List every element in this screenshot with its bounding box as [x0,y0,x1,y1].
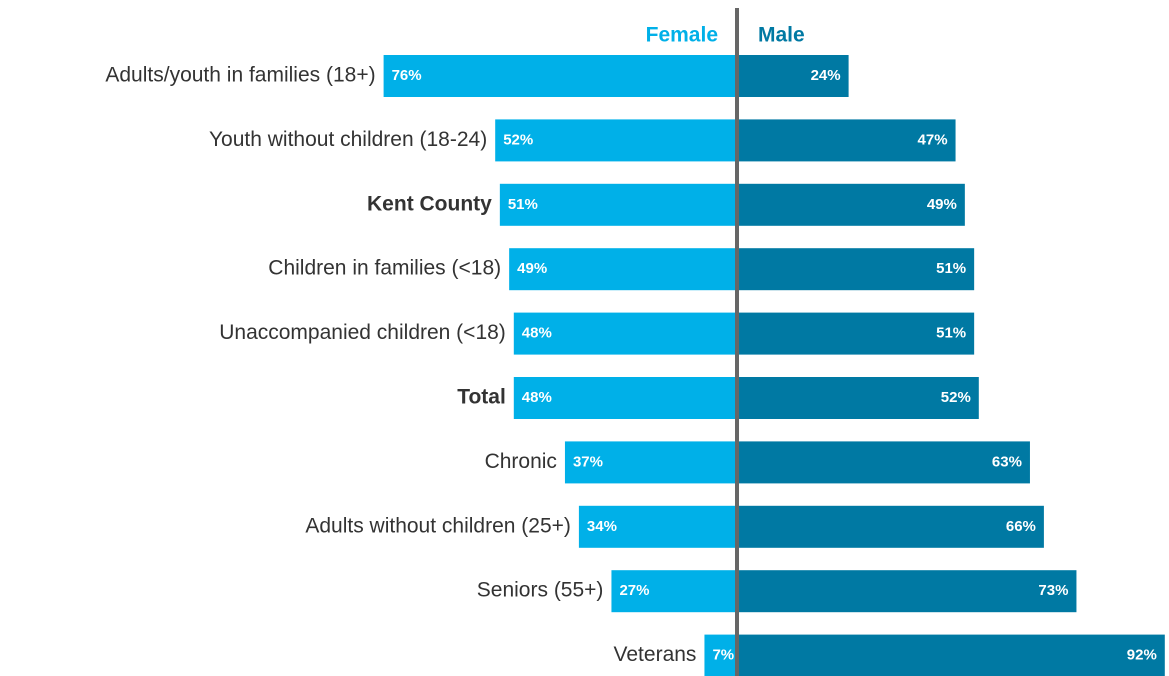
value-label: 48% [522,389,552,406]
bar-female [499,183,737,226]
category-label: Total [457,386,506,409]
bar-female [513,377,737,419]
value-label: 49% [927,196,957,213]
bar-male [737,55,849,97]
bar-male [737,441,1030,484]
value-label: 66% [1006,518,1036,535]
value-label: 24% [811,67,841,84]
value-label: 51% [936,325,966,342]
value-label: 49% [517,260,547,277]
bar-female [578,505,737,548]
bar-male [737,183,965,226]
category-label: Seniors (55+) [477,579,604,602]
value-label: 51% [936,260,966,277]
value-label: 34% [587,518,617,535]
value-label: 51% [508,196,538,213]
category-label: Children in families (<18) [268,257,501,280]
bar-male [737,570,1077,613]
bar-female [509,248,737,291]
value-label: 27% [619,582,649,599]
value-label: 52% [941,389,971,406]
category-label: Kent County [367,192,492,215]
value-label: 48% [522,325,552,342]
value-label: 47% [918,131,948,148]
value-label: 92% [1127,647,1157,664]
category-label: Unaccompanied children (<18) [219,321,506,344]
value-label: 37% [573,453,603,470]
category-label: Adults/youth in families (18+) [105,64,375,87]
category-label: Youth without children (18-24) [209,128,487,151]
bar-male [737,119,956,162]
bar-male [737,377,979,419]
value-label: 52% [503,131,533,148]
value-label: 7% [712,647,734,664]
category-label: Veterans [614,643,697,666]
value-label: 76% [392,67,422,84]
value-label: 73% [1038,582,1068,599]
bar-female [383,55,737,97]
legend-female: Female [646,24,718,47]
bar-male [737,312,975,355]
category-label: Adults without children (25+) [305,514,571,537]
bar-female [495,119,737,162]
value-label: 63% [992,453,1022,470]
bar-female [704,634,737,676]
bar-male [737,248,975,291]
legend-male: Male [758,24,805,47]
bar-male [737,505,1044,548]
category-label: Chronic [485,450,557,473]
bar-male [737,634,1165,676]
bar-female [611,570,737,613]
bar-female [564,441,737,484]
bar-female [513,312,737,355]
